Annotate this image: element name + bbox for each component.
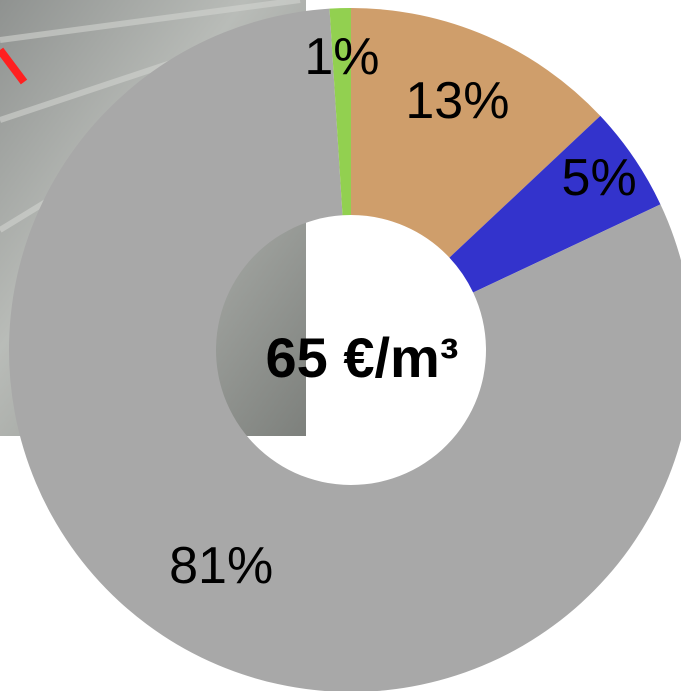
donut-segment [351,8,601,258]
donut-segment [329,8,351,216]
donut-segment [449,115,661,293]
value-label: 5% [562,149,637,207]
value-label: 81% [169,537,273,595]
value-label: 13% [405,72,509,130]
value-label: 1% [304,28,379,86]
donut [9,8,681,691]
center-label: 65 €/m³ [266,326,459,389]
donut-segment [9,8,681,691]
